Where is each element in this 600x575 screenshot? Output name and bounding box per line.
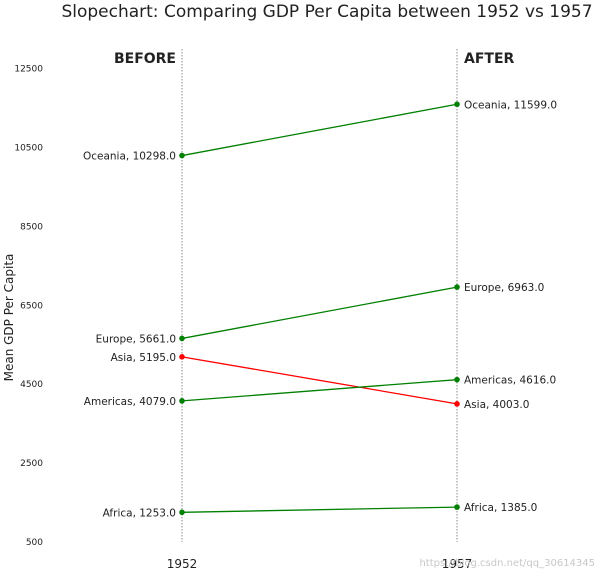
point-europe-1957 bbox=[454, 284, 460, 290]
y-tick-label: 2500 bbox=[20, 459, 43, 469]
y-tick-label: 4500 bbox=[20, 380, 43, 390]
point-oceania-1952 bbox=[179, 152, 185, 159]
y-tick-label: 8500 bbox=[20, 222, 43, 232]
y-tick-label: 10500 bbox=[14, 144, 43, 154]
x-axis: 1952 1957 bbox=[167, 557, 473, 571]
label-americas-1952: Americas, 4079.0 bbox=[84, 396, 176, 408]
y-tick-label: 12500 bbox=[14, 65, 43, 75]
label-europe-1957: Europe, 6963.0 bbox=[464, 282, 544, 294]
slope-line-africa bbox=[181, 506, 458, 513]
y-tick-label: 500 bbox=[26, 538, 43, 548]
label-europe-1952: Europe, 5661.0 bbox=[96, 333, 176, 345]
label-oceania-1957: Oceania, 11599.0 bbox=[464, 99, 557, 111]
label-americas-1957: Americas, 4616.0 bbox=[464, 375, 556, 387]
x-tick-label: 1952 bbox=[167, 557, 198, 571]
slope-line-asia bbox=[181, 356, 458, 405]
label-asia-1952: Asia, 5195.0 bbox=[111, 352, 176, 364]
slope-line-oceania bbox=[181, 103, 458, 157]
after-header: AFTER bbox=[464, 51, 515, 67]
point-africa-1952 bbox=[179, 509, 185, 516]
point-americas-1952 bbox=[179, 398, 185, 404]
point-asia-1952 bbox=[179, 354, 185, 360]
before-header: BEFORE bbox=[114, 51, 176, 67]
year-guide-lines bbox=[181, 49, 458, 542]
slope-line-americas bbox=[181, 379, 458, 402]
chart-title: Slopechart: Comparing GDP Per Capita bet… bbox=[61, 2, 592, 22]
point-africa-1957 bbox=[454, 504, 460, 510]
point-americas-1957 bbox=[454, 376, 460, 383]
slope-line-europe bbox=[181, 286, 458, 340]
label-oceania-1952: Oceania, 10298.0 bbox=[83, 151, 176, 163]
point-europe-1952 bbox=[179, 335, 185, 342]
watermark: https://blog.csdn.net/qq_30614345 bbox=[419, 558, 595, 569]
y-tick-label: 6500 bbox=[20, 301, 43, 311]
point-oceania-1957 bbox=[454, 101, 460, 108]
point-asia-1957 bbox=[454, 401, 460, 407]
label-asia-1957: Asia, 4003.0 bbox=[464, 399, 529, 411]
label-africa-1957: Africa, 1385.0 bbox=[464, 502, 537, 514]
series-layer: Oceania, 10298.0 Oceania, 11599.0 Europe, … bbox=[83, 99, 557, 519]
y-axis-label: Mean GDP Per Capita bbox=[2, 254, 16, 382]
x-tick-label: 1957 bbox=[442, 557, 473, 571]
label-africa-1952: Africa, 1253.0 bbox=[103, 507, 176, 519]
y-axis: 500 2500 4500 6500 8500 10500 12500 bbox=[14, 65, 43, 548]
